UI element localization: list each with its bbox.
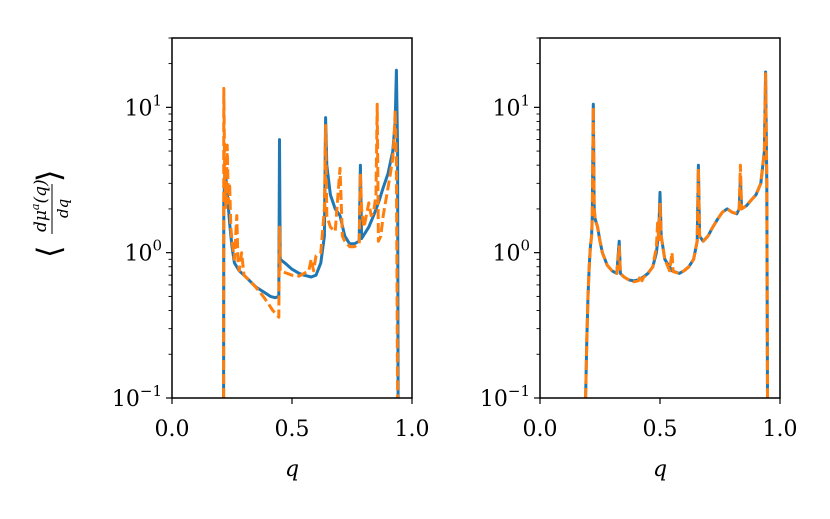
- y-tick-label: 10−1: [480, 382, 530, 412]
- x-tick-label: 0.0: [155, 417, 190, 442]
- y-axis-label: ⟨ dμa(q) dq ⟩: [29, 170, 72, 258]
- x-axis-label: q: [653, 457, 667, 482]
- y-tick-label: 100: [124, 237, 162, 267]
- x-tick-label: 1.0: [763, 417, 798, 442]
- ylabel-denominator: dq: [54, 199, 72, 218]
- series-group: [222, 68, 400, 398]
- series-line-2: [222, 86, 400, 398]
- right-panel: 0.0 0.5 1.0 q 10−1 100 101: [480, 37, 798, 482]
- y-tick-label: 100: [492, 237, 530, 267]
- x-axis-label: q: [285, 457, 299, 482]
- x-tick-label: 0.5: [275, 417, 310, 442]
- series-line-1: [222, 68, 400, 398]
- x-tick-label: 1.0: [395, 417, 430, 442]
- y-tick-label: 10−1: [112, 382, 162, 412]
- series-group: [584, 70, 769, 398]
- x-tick-label: 0.5: [643, 417, 678, 442]
- axes-frame: [171, 37, 413, 399]
- series-line-1: [584, 70, 769, 398]
- left-angle-bracket: ⟨: [30, 246, 68, 258]
- series-line-2: [584, 72, 769, 398]
- right-angle-bracket: ⟩: [30, 170, 68, 182]
- ylabel-numerator: dμa(q): [29, 179, 51, 232]
- x-tick-label: 0.0: [523, 417, 558, 442]
- y-tick-label: 101: [124, 91, 162, 121]
- left-panel: 0.0 0.5 1.0 q 10−1 100 101: [112, 37, 430, 482]
- y-tick-label: 101: [492, 91, 530, 121]
